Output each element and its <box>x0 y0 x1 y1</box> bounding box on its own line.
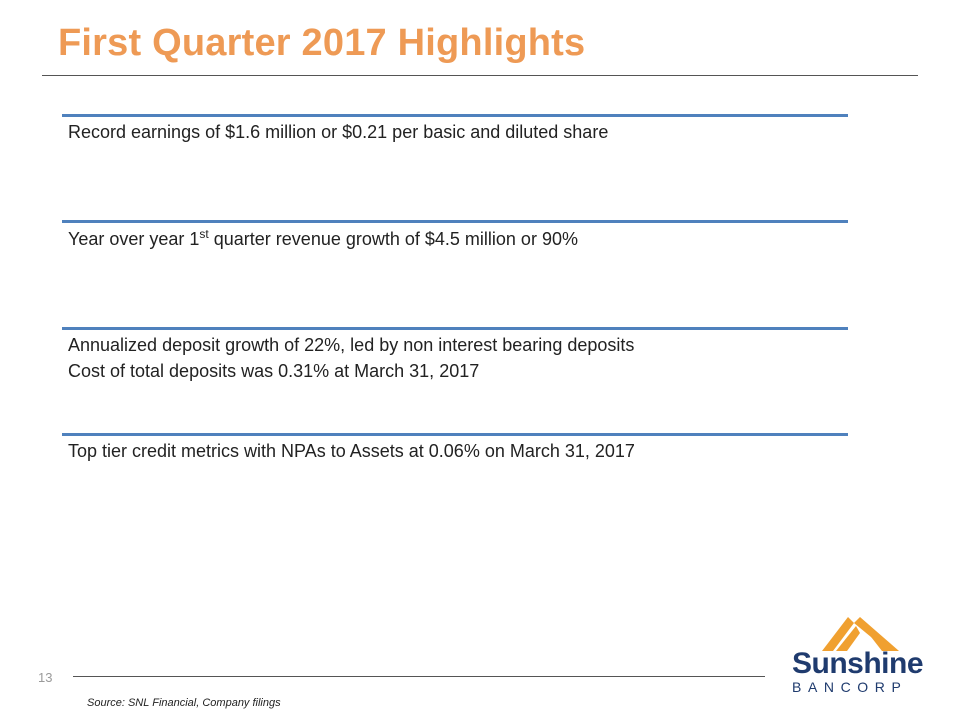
highlight-section-earnings: Record earnings of $1.6 million or $0.21… <box>62 114 848 145</box>
highlight-text: Year over year 1st quarter revenue growt… <box>68 226 848 252</box>
title-divider <box>42 75 918 76</box>
highlight-text-prefix: Year over year 1 <box>68 229 200 249</box>
highlight-text: Record earnings of $1.6 million or $0.21… <box>68 122 609 142</box>
source-note: Source: SNL Financial, Company filings <box>87 697 281 709</box>
highlight-text-suffix: quarter revenue growth of $4.5 million o… <box>208 229 578 249</box>
sunshine-rays-logo-icon <box>822 617 899 651</box>
highlight-text: Top tier credit metrics with NPAs to Ass… <box>68 441 635 461</box>
company-logo: Sunshine BANCORP <box>786 617 926 695</box>
logo-name: Sunshine <box>792 647 924 680</box>
footer-divider <box>73 676 765 677</box>
highlight-section-revenue: Year over year 1st quarter revenue growt… <box>62 220 848 252</box>
logo-subtitle: BANCORP <box>792 679 908 695</box>
highlight-section-credit: Top tier credit metrics with NPAs to Ass… <box>62 433 848 464</box>
highlight-text: Cost of total deposits was 0.31% at Marc… <box>68 361 480 381</box>
highlight-section-deposits: Annualized deposit growth of 22%, led by… <box>62 327 848 384</box>
page-title: First Quarter 2017 Highlights <box>58 22 586 64</box>
ordinal-superscript: st <box>199 227 209 241</box>
highlight-text: Annualized deposit growth of 22%, led by… <box>68 335 635 355</box>
page-number: 13 <box>38 670 53 685</box>
